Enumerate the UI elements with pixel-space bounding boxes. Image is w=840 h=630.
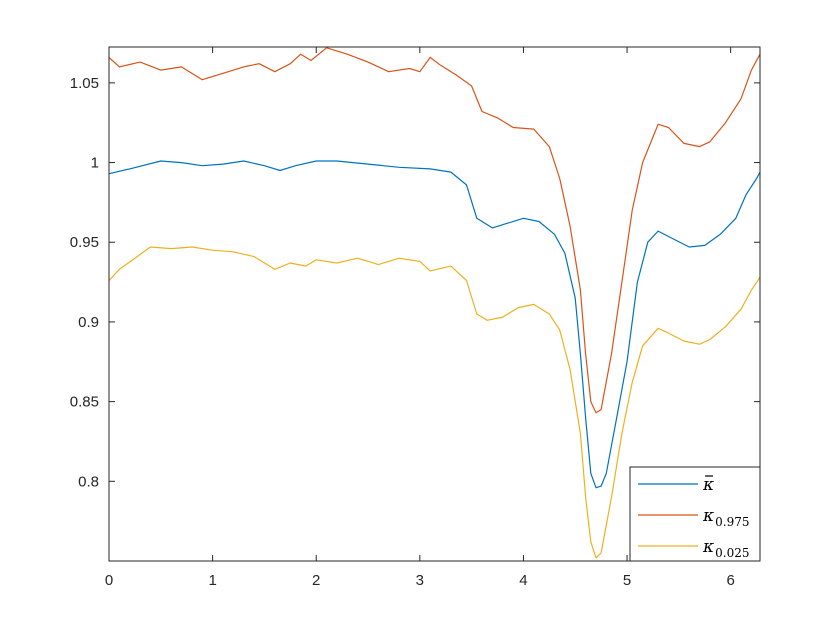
x-tick-label: 3 (416, 572, 424, 589)
series-line-2 (108, 246, 761, 559)
x-tick-label: 4 (519, 572, 527, 589)
ticks-layer: 0 1 2 3 4 5 6 0.8 0.85 0.9 0.95 1 1.05 (70, 47, 760, 589)
x-tick-label: 2 (312, 572, 320, 589)
x-tick-label: 5 (623, 572, 631, 589)
y-tick-label: 1.05 (70, 75, 99, 92)
legend-box (629, 466, 761, 562)
y-tick-label: 0.95 (70, 234, 99, 251)
y-tick-label: 0.85 (70, 394, 99, 411)
series-line-0 (108, 160, 761, 489)
y-tick-label: 0.8 (78, 473, 99, 490)
plot-frame (108, 46, 761, 562)
y-tick-label: 0.9 (78, 314, 99, 331)
series-layer (108, 47, 761, 559)
legend-label-0: κ (702, 475, 714, 495)
y-tick-label: 1 (91, 155, 99, 172)
x-tick-label: 0 (105, 572, 113, 589)
x-tick-label: 6 (726, 572, 734, 589)
x-tick-label: 1 (208, 572, 216, 589)
series-line-1 (108, 47, 761, 414)
